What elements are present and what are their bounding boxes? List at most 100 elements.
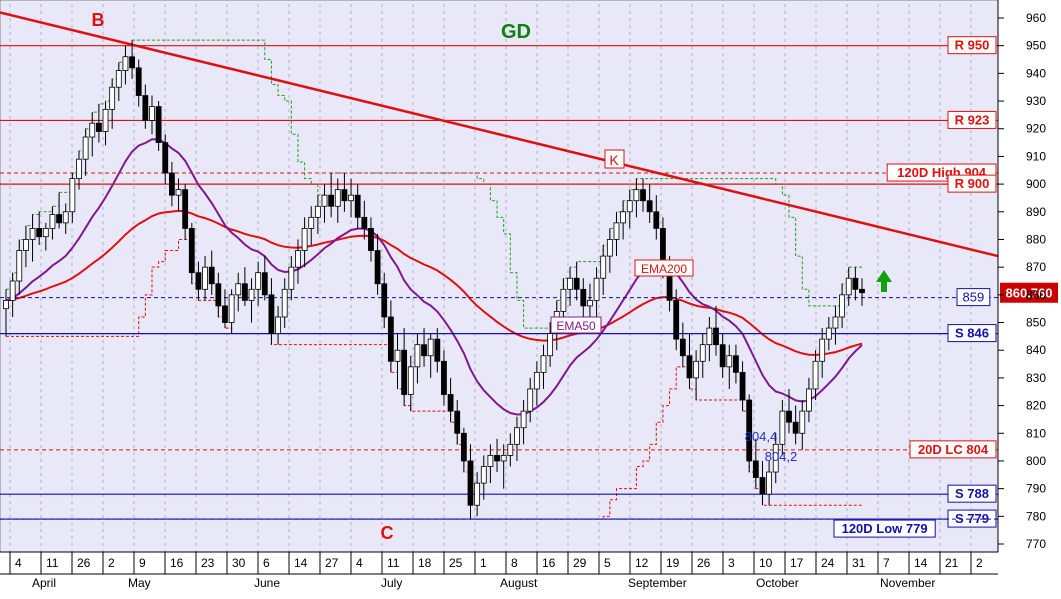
candle: [122, 45, 129, 85]
pivot-box-k: [604, 149, 625, 169]
candle-body-up: [23, 239, 29, 251]
candle: [235, 272, 242, 312]
candle-body-down: [368, 227, 374, 251]
candlesticks: [3, 40, 865, 520]
candle-body-down: [752, 460, 759, 478]
candle: [9, 272, 16, 317]
candle: [56, 192, 62, 229]
candle: [261, 256, 268, 301]
candle: [328, 173, 335, 218]
candle: [268, 278, 275, 345]
candle: [308, 206, 315, 246]
last-price-box: [1000, 282, 1058, 303]
candle-body-up: [540, 355, 547, 373]
level-label-box: [947, 484, 997, 503]
candle-body-up: [102, 108, 109, 132]
candle: [407, 355, 414, 412]
candle-body-down: [467, 460, 474, 506]
chart-title: GD: [501, 21, 531, 43]
candle-body-up: [547, 333, 554, 357]
x-tick-label: 7: [883, 556, 890, 570]
candle: [3, 289, 9, 337]
y-tick-label: 940: [1026, 66, 1046, 80]
candle-body-up: [295, 250, 301, 268]
candle-body-up: [507, 443, 514, 456]
level-label: R 923: [955, 112, 990, 127]
candle: [401, 328, 408, 406]
x-tick-label: 16: [542, 556, 556, 570]
candle: [580, 278, 587, 317]
candle: [514, 416, 520, 461]
candle-body-up: [845, 277, 852, 296]
candle-body-down: [168, 172, 175, 196]
candle: [427, 333, 434, 378]
candle: [394, 333, 401, 389]
candle-body-up: [487, 455, 494, 467]
candle-body-down: [268, 294, 275, 334]
candle-body-down: [447, 394, 454, 412]
candle-body-up: [248, 288, 255, 301]
candle: [845, 267, 852, 306]
x-tick-label: 29: [573, 556, 587, 570]
candle-body-up: [839, 294, 845, 318]
candle-body-up: [228, 294, 235, 323]
x-tick-label: 31: [852, 556, 866, 570]
candle-body-up: [613, 222, 620, 240]
candle-body-down: [786, 410, 792, 423]
x-axis: 4 11 26 2 9 16 23 30 6 14 27 4 11 18 25 1 8 16 29 5 12 19 26 3 1…: [0, 551, 998, 590]
y-tick-label: 860: [1026, 288, 1046, 302]
candle-body-up: [202, 266, 208, 290]
channel-lower-line: [6, 238, 862, 520]
candle-body-down: [441, 360, 447, 395]
candle: [812, 350, 819, 401]
pivot-label-b: B: [92, 10, 105, 30]
candle-body-down: [361, 216, 368, 229]
candle-body-up: [620, 211, 627, 224]
value-label-804-2: 804,2: [765, 449, 798, 464]
x-tick-label: 4: [15, 556, 22, 570]
x-tick-label: 1: [480, 556, 487, 570]
candle: [613, 211, 620, 257]
candle-body-down: [182, 189, 189, 229]
candle-body-down: [719, 344, 726, 368]
candle: [281, 278, 288, 329]
x-tick-label: 27: [325, 556, 339, 570]
candle: [314, 195, 321, 234]
candle-body-down: [222, 305, 228, 323]
candle-body-down: [387, 316, 394, 362]
x-tick-label: 11: [46, 556, 59, 570]
candle-body-down: [195, 272, 202, 290]
x-tick-label: 14: [294, 556, 308, 570]
y-axis: 770 780 790 800 810 820 830 840 850 860 870 880 890 9…: [997, 0, 1046, 552]
level-label: R 900: [955, 176, 990, 191]
x-tick-label: 2: [108, 556, 115, 570]
candle: [474, 472, 481, 517]
month-label: June: [254, 576, 280, 590]
pivot-label-k: K: [609, 152, 619, 168]
candle: [69, 173, 76, 223]
candle: [16, 239, 23, 295]
candle: [766, 460, 773, 506]
x-tick-label: 17: [790, 556, 804, 570]
y-tick-label: 870: [1026, 260, 1046, 274]
candle-body-up: [626, 200, 633, 213]
candle: [49, 206, 56, 240]
candle-body-down: [852, 277, 859, 290]
candle-body-down: [713, 327, 719, 346]
x-tick-label: 24: [821, 556, 835, 570]
candle: [640, 178, 646, 212]
candle-body-up: [593, 277, 600, 301]
candle: [208, 250, 215, 295]
annotations: 860.760 B K C EMA200 EMA50 804,4 804,2: [92, 10, 1058, 543]
y-tick-label: 930: [1026, 94, 1046, 108]
level-label: R 950: [955, 38, 990, 53]
candle-body-up: [514, 427, 520, 445]
level-label: 20D LC 804: [918, 442, 989, 457]
candle-body-up: [281, 288, 288, 318]
candle-body-down: [374, 250, 381, 285]
candle-body-up: [480, 466, 487, 484]
candle: [746, 394, 753, 473]
candle-body-up: [76, 158, 82, 179]
candle: [215, 272, 222, 317]
